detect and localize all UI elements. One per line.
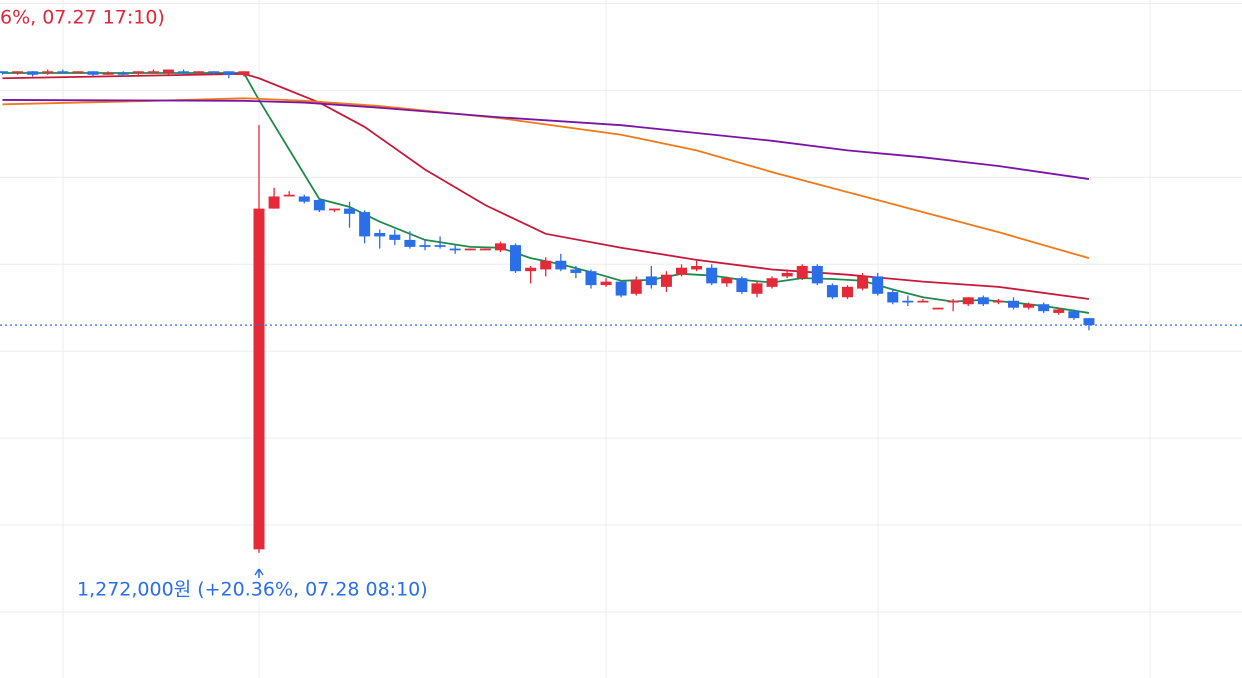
candle-body bbox=[268, 196, 280, 209]
candle-body bbox=[374, 232, 386, 237]
candle-body bbox=[42, 71, 54, 74]
candle-body bbox=[947, 300, 959, 303]
candle-body bbox=[932, 307, 944, 310]
candle-body bbox=[751, 283, 763, 294]
candle-body bbox=[72, 71, 84, 74]
candle-body bbox=[283, 194, 295, 197]
candle-body bbox=[178, 71, 190, 74]
candle-body bbox=[1023, 304, 1035, 308]
candle-body bbox=[992, 300, 1004, 303]
candle-body bbox=[193, 71, 205, 74]
low-arrow bbox=[254, 568, 264, 578]
candle-body bbox=[147, 71, 159, 74]
candle-body bbox=[102, 73, 114, 75]
candle-body bbox=[298, 196, 310, 202]
candle-body bbox=[630, 279, 642, 294]
candle-body bbox=[419, 245, 431, 247]
vertical-grid bbox=[62, 0, 1151, 678]
candle-body bbox=[766, 278, 778, 287]
candle-body bbox=[238, 71, 250, 75]
candle-body bbox=[525, 267, 537, 272]
candle-body bbox=[887, 292, 899, 303]
candle-body bbox=[615, 281, 627, 296]
candle-body bbox=[208, 71, 220, 74]
moving-average bbox=[2, 97, 1090, 260]
candle-body bbox=[57, 71, 69, 74]
candle-body bbox=[691, 265, 703, 270]
candle-body bbox=[842, 286, 854, 298]
candle-body bbox=[404, 239, 416, 247]
candle-body bbox=[917, 300, 929, 303]
candle-body bbox=[857, 276, 869, 289]
candle-body bbox=[811, 265, 823, 284]
candle-body bbox=[706, 267, 718, 284]
candle-body bbox=[479, 248, 491, 251]
candle-body bbox=[902, 300, 914, 303]
candle-body bbox=[796, 265, 808, 279]
candle-body bbox=[1038, 304, 1050, 312]
candle-body bbox=[464, 248, 476, 251]
moving-average bbox=[2, 72, 1090, 300]
candle-body bbox=[962, 297, 974, 305]
candle-body bbox=[676, 267, 688, 275]
candle-body bbox=[585, 271, 597, 286]
candle-body bbox=[359, 212, 371, 237]
candle-body bbox=[117, 73, 129, 75]
moving-average bbox=[2, 72, 1090, 314]
candle-body bbox=[328, 208, 340, 211]
candle-body bbox=[660, 274, 672, 287]
candle-body bbox=[781, 272, 793, 277]
candle-body bbox=[223, 71, 235, 75]
candle-body bbox=[600, 281, 612, 286]
candle-body bbox=[389, 234, 401, 240]
candle-body bbox=[87, 71, 99, 75]
candle-body bbox=[313, 199, 325, 211]
candle-body bbox=[1083, 318, 1095, 326]
candle-body bbox=[344, 208, 356, 214]
candle-body bbox=[555, 260, 567, 270]
candle-body bbox=[27, 71, 39, 75]
candle-body bbox=[570, 269, 582, 273]
candle-body bbox=[1053, 309, 1065, 313]
moving-average bbox=[2, 99, 1090, 180]
low-annotation: 1,272,000원 (+20.36%, 07.28 08:10) bbox=[77, 579, 428, 601]
candle-body bbox=[510, 245, 522, 272]
candle-body bbox=[12, 71, 24, 74]
candle-body bbox=[736, 278, 748, 293]
candle-body bbox=[1068, 311, 1080, 319]
candle-body bbox=[162, 69, 174, 74]
candle-body bbox=[434, 245, 446, 247]
candle-body bbox=[977, 297, 989, 305]
candle-body bbox=[872, 276, 884, 294]
candle-body bbox=[494, 243, 506, 251]
candle-body bbox=[253, 208, 265, 550]
candle-body bbox=[645, 276, 657, 286]
candle-body bbox=[1008, 300, 1019, 308]
candle-body bbox=[132, 71, 144, 74]
candle-body bbox=[449, 248, 461, 251]
candle-body bbox=[826, 285, 838, 298]
candle-body bbox=[721, 278, 733, 284]
high-annotation: 6%, 07.27 17:10) bbox=[0, 7, 165, 29]
candle-body bbox=[0, 71, 8, 74]
candle-body bbox=[540, 260, 552, 270]
